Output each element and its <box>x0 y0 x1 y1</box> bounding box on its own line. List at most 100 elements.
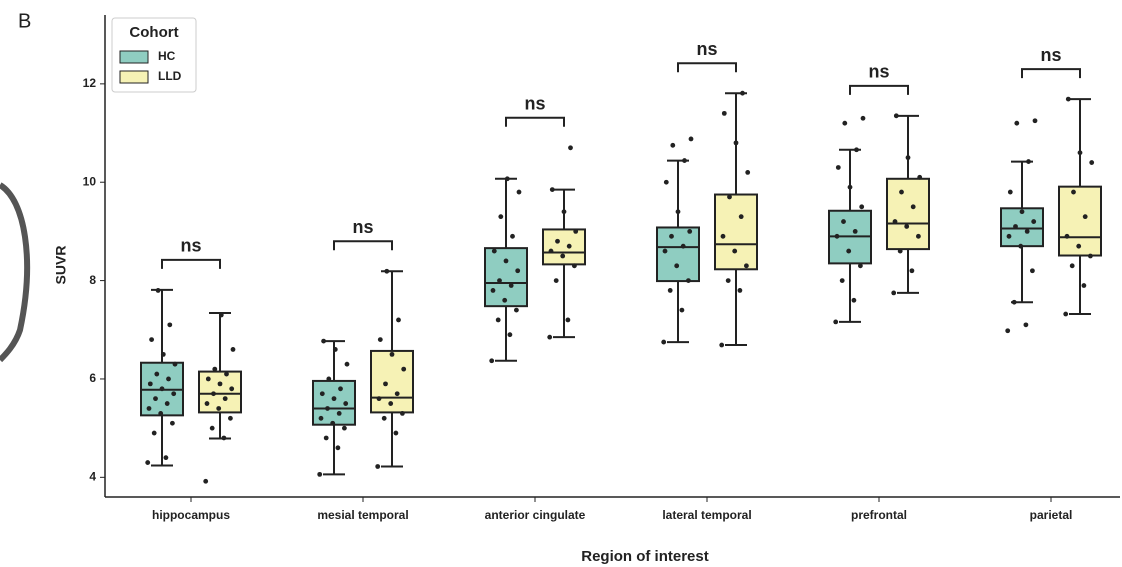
data-point <box>206 377 211 382</box>
data-point <box>160 386 165 391</box>
box <box>543 229 585 264</box>
significance-label: ns <box>696 39 717 59</box>
data-point <box>332 396 337 401</box>
data-point <box>854 147 859 152</box>
data-point <box>1089 160 1094 165</box>
y-tick-label: 12 <box>83 76 97 90</box>
data-point <box>893 219 898 224</box>
data-point <box>858 263 863 268</box>
data-point <box>173 362 178 367</box>
data-point <box>664 180 669 185</box>
significance-bracket <box>1022 69 1080 78</box>
data-point <box>910 268 915 273</box>
data-point <box>395 391 400 396</box>
data-point <box>326 377 331 382</box>
data-point <box>549 249 554 254</box>
data-point <box>1012 300 1017 305</box>
box <box>199 372 241 413</box>
data-point <box>1033 118 1038 123</box>
data-point <box>680 308 685 313</box>
data-point <box>149 337 154 342</box>
x-tick-label: lateral temporal <box>662 508 751 522</box>
data-point <box>212 367 217 372</box>
data-point <box>721 234 726 239</box>
data-point <box>911 204 916 209</box>
data-point <box>853 229 858 234</box>
data-point <box>400 411 405 416</box>
data-point <box>231 347 236 352</box>
data-point <box>738 288 743 293</box>
data-point <box>375 464 380 469</box>
data-point <box>681 244 686 249</box>
data-point <box>228 416 233 421</box>
data-point <box>848 185 853 190</box>
data-point <box>330 421 335 426</box>
data-point <box>321 339 326 344</box>
y-tick-label: 6 <box>89 371 96 385</box>
x-tick-label: parietal <box>1030 508 1073 522</box>
data-point <box>161 352 166 357</box>
data-point <box>336 445 341 450</box>
data-point <box>745 170 750 175</box>
data-point <box>661 340 666 345</box>
data-point <box>166 377 171 382</box>
x-tick-label: anterior cingulate <box>485 508 586 522</box>
data-point <box>337 411 342 416</box>
data-point <box>216 406 221 411</box>
data-point <box>1018 244 1023 249</box>
data-point <box>898 249 903 254</box>
data-point <box>852 298 857 303</box>
data-point <box>390 352 395 357</box>
data-point <box>554 278 559 283</box>
significance-bracket <box>506 118 564 127</box>
data-point <box>686 278 691 283</box>
data-point <box>734 140 739 145</box>
data-point <box>560 254 565 259</box>
data-point <box>572 263 577 268</box>
data-point <box>343 401 348 406</box>
data-point <box>1024 322 1029 327</box>
data-point <box>1031 219 1036 224</box>
legend-swatch <box>120 51 148 63</box>
data-point <box>147 406 152 411</box>
data-point <box>739 214 744 219</box>
data-point <box>1065 234 1070 239</box>
data-point <box>325 406 330 411</box>
data-point <box>382 416 387 421</box>
data-point <box>1070 263 1075 268</box>
legend-label: LLD <box>158 69 182 83</box>
data-point <box>496 318 501 323</box>
x-tick-label: mesial temporal <box>317 508 408 522</box>
data-point <box>687 229 692 234</box>
data-point <box>891 290 896 295</box>
data-point <box>906 155 911 160</box>
y-tick-label: 10 <box>83 174 97 188</box>
data-point <box>320 391 325 396</box>
box <box>887 179 929 249</box>
data-point <box>547 335 552 340</box>
data-point <box>324 436 329 441</box>
x-axis-title: Region of interest <box>581 548 709 565</box>
data-point <box>1026 159 1031 164</box>
brain-image-fragment <box>0 185 27 360</box>
data-point <box>158 411 163 416</box>
y-tick-label: 8 <box>89 273 96 287</box>
data-point <box>670 143 675 148</box>
data-point <box>401 367 406 372</box>
data-point <box>514 308 519 313</box>
legend-label: HC <box>158 49 176 63</box>
data-point <box>859 204 864 209</box>
data-point <box>378 337 383 342</box>
box <box>657 227 699 281</box>
data-point <box>861 116 866 121</box>
data-point <box>836 165 841 170</box>
data-point <box>224 372 229 377</box>
data-point <box>568 145 573 150</box>
data-point <box>1083 214 1088 219</box>
data-point <box>229 386 234 391</box>
data-point <box>841 219 846 224</box>
data-point <box>491 288 496 293</box>
data-point <box>1007 234 1012 239</box>
data-point <box>497 278 502 283</box>
significance-bracket <box>678 63 736 72</box>
